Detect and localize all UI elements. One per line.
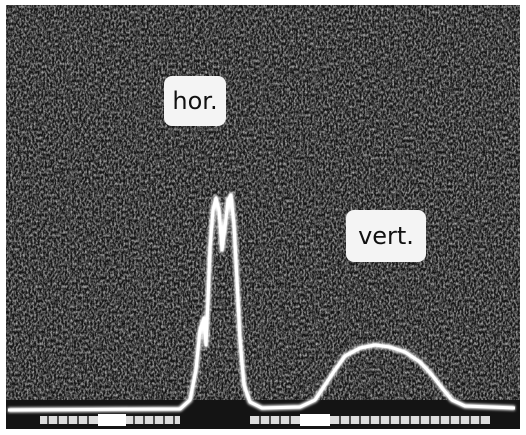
photo: hor. vert.: [0, 0, 526, 435]
page: hor. vert. (() => { const data = JSON.pa…: [0, 0, 526, 435]
hor-label: hor.: [172, 87, 217, 115]
vert-label: vert.: [358, 222, 414, 250]
screen-grain: [6, 5, 520, 400]
